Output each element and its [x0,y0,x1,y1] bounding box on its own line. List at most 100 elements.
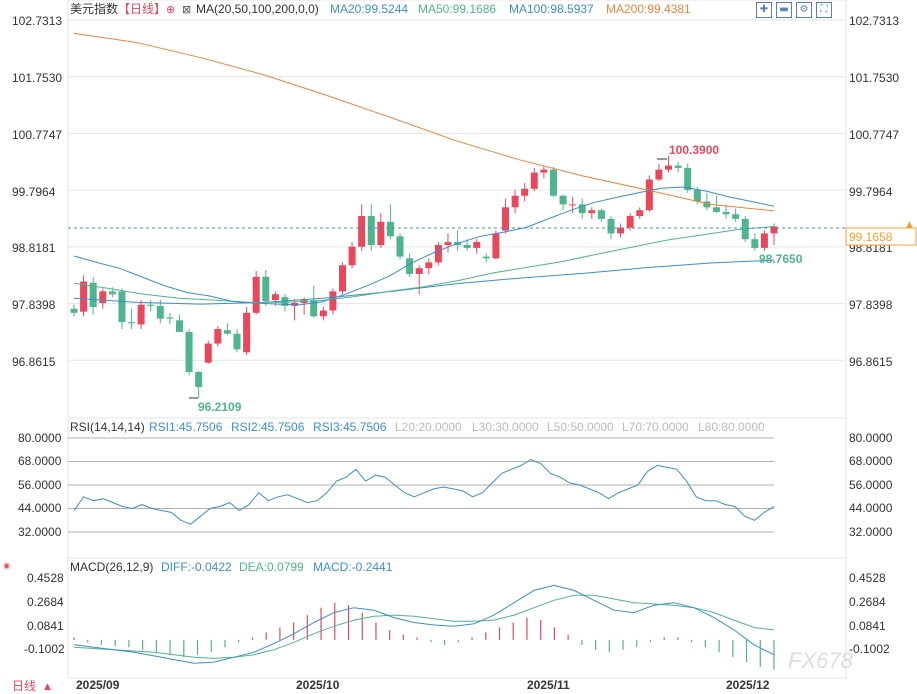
rsi-panel-frame [67,417,847,559]
macd-axis: 0.4528 0.2684 0.0841 -0.1002 0.4528 0.26… [24,571,890,656]
price-tick-label: 100.7747 [849,128,899,142]
fullscreen-icon[interactable]: ⛶ [816,2,832,18]
ma20-value: MA20:99.5244 [330,2,408,16]
ma200-value: MA200:99.4381 [606,2,691,16]
candle-body [281,297,289,306]
candle-body [204,343,212,363]
candle-body [319,310,327,317]
indicator-icon[interactable]: ⊠ [182,3,191,16]
candle-body [195,371,203,388]
x-axis: 2025/09 2025/10 2025/11 2025/12 [76,678,770,692]
candle-body [166,317,174,319]
price-tick-label: 97.8398 [849,298,893,312]
candlestick-series [70,155,778,399]
ma50-value: MA50:99.1686 [418,2,496,16]
candle-body [492,233,500,259]
rsi-tick-label: 44.0000 [849,501,893,515]
macd-diff-value: DIFF:-0.0422 [161,560,232,574]
candle-body [588,210,596,214]
candle-body [636,210,644,217]
candle-body [549,169,557,196]
candle-body [722,211,730,215]
price-tick-label: 96.8615 [849,355,893,369]
zoom-in-icon[interactable]: ✚ [756,2,772,18]
candle-body [329,291,337,311]
candle-body [118,291,126,323]
candle-body [367,216,375,246]
price-tick-label: 102.7313 [12,14,62,28]
candle-body [732,214,740,219]
ma50-line [73,226,775,303]
price-tick-label: 98.8181 [12,241,56,255]
candle-body [703,201,711,208]
price-tick-label: 101.7530 [849,71,899,85]
candle-body [415,268,423,274]
ma-params: MA(20,50,100,200,0,0) [196,2,319,16]
candle-body [80,281,88,312]
macd-dea-line [73,594,775,659]
ma100-value: MA100:98.5937 [509,2,594,16]
candle-body [578,204,586,214]
candle-body [262,276,270,302]
candle-body [511,195,519,208]
candle-body [252,276,260,313]
macd-tick-label: 0.0841 [27,619,64,633]
rsi-l50: L50:50.0000 [547,420,614,434]
candle-body [770,226,778,234]
macd-settings-icon[interactable]: ✷ [2,560,11,573]
candle-body [185,331,193,372]
candle-body [434,245,442,263]
candle-body [674,165,682,168]
price-tick-label: 100.7747 [12,128,62,142]
macd-tick-label: 0.2684 [849,595,886,609]
settings-icon[interactable]: ⚙ [796,2,812,18]
rsi-l80: L80:80.0000 [698,420,765,434]
candle-body [156,305,164,319]
candle-body [473,242,481,248]
price-tick-label: 102.7313 [849,14,899,28]
period-dropdown-icon[interactable]: ▲ [44,682,51,692]
rsi-tick-label: 32.0000 [849,525,893,539]
macd-tick-label: 0.4528 [849,571,886,585]
rsi-title: RSI(14,14,14) [70,420,145,434]
rsi3-value: RSI3:45.7506 [313,420,387,434]
period-settings-icon[interactable]: ⊕ [166,3,175,16]
period-button[interactable]: 日线 [12,679,36,693]
rsi1-value: RSI1:45.7506 [149,420,223,434]
price-tick-label: 96.8615 [12,355,56,369]
rsi-tick-label: 44.0000 [18,501,62,515]
low-price-label: 96.2109 [198,400,242,414]
candle-body [348,246,356,266]
rsi-l30: L30:30.0000 [472,420,539,434]
candle-body [626,216,634,228]
ma200-line [73,32,775,212]
rsi-tick-label: 56.0000 [849,478,893,492]
candle-body [521,188,529,196]
rsi-series [68,437,775,533]
x-tick-label: 2025/10 [296,678,340,692]
rsi2-value: RSI2:45.7506 [231,420,305,434]
candle-body [645,179,653,211]
candle-body [147,304,155,306]
candle-body [243,312,251,353]
candle-body [712,207,720,212]
x-tick-label: 2025/09 [76,678,120,692]
candle-body [128,322,136,324]
rsi-tick-label: 80.0000 [849,431,893,445]
period-label: 【日线】 [118,2,166,16]
macd-tick-label: 0.0841 [849,619,886,633]
candle-body [271,294,279,301]
rsi-tick-label: 80.0000 [18,431,62,445]
macd-macd-value: MACD:-0.2441 [313,560,393,574]
macd-tick-label: -0.1002 [24,642,65,656]
candle-body [684,167,692,190]
candle-body [559,195,567,205]
candle-body [569,204,577,206]
price-tick-label: 101.7530 [12,71,62,85]
high-price-label: 100.3900 [669,143,719,157]
zoom-out-icon[interactable]: ▬ [776,2,792,18]
candle-body [540,169,548,173]
candle-body [597,210,605,219]
